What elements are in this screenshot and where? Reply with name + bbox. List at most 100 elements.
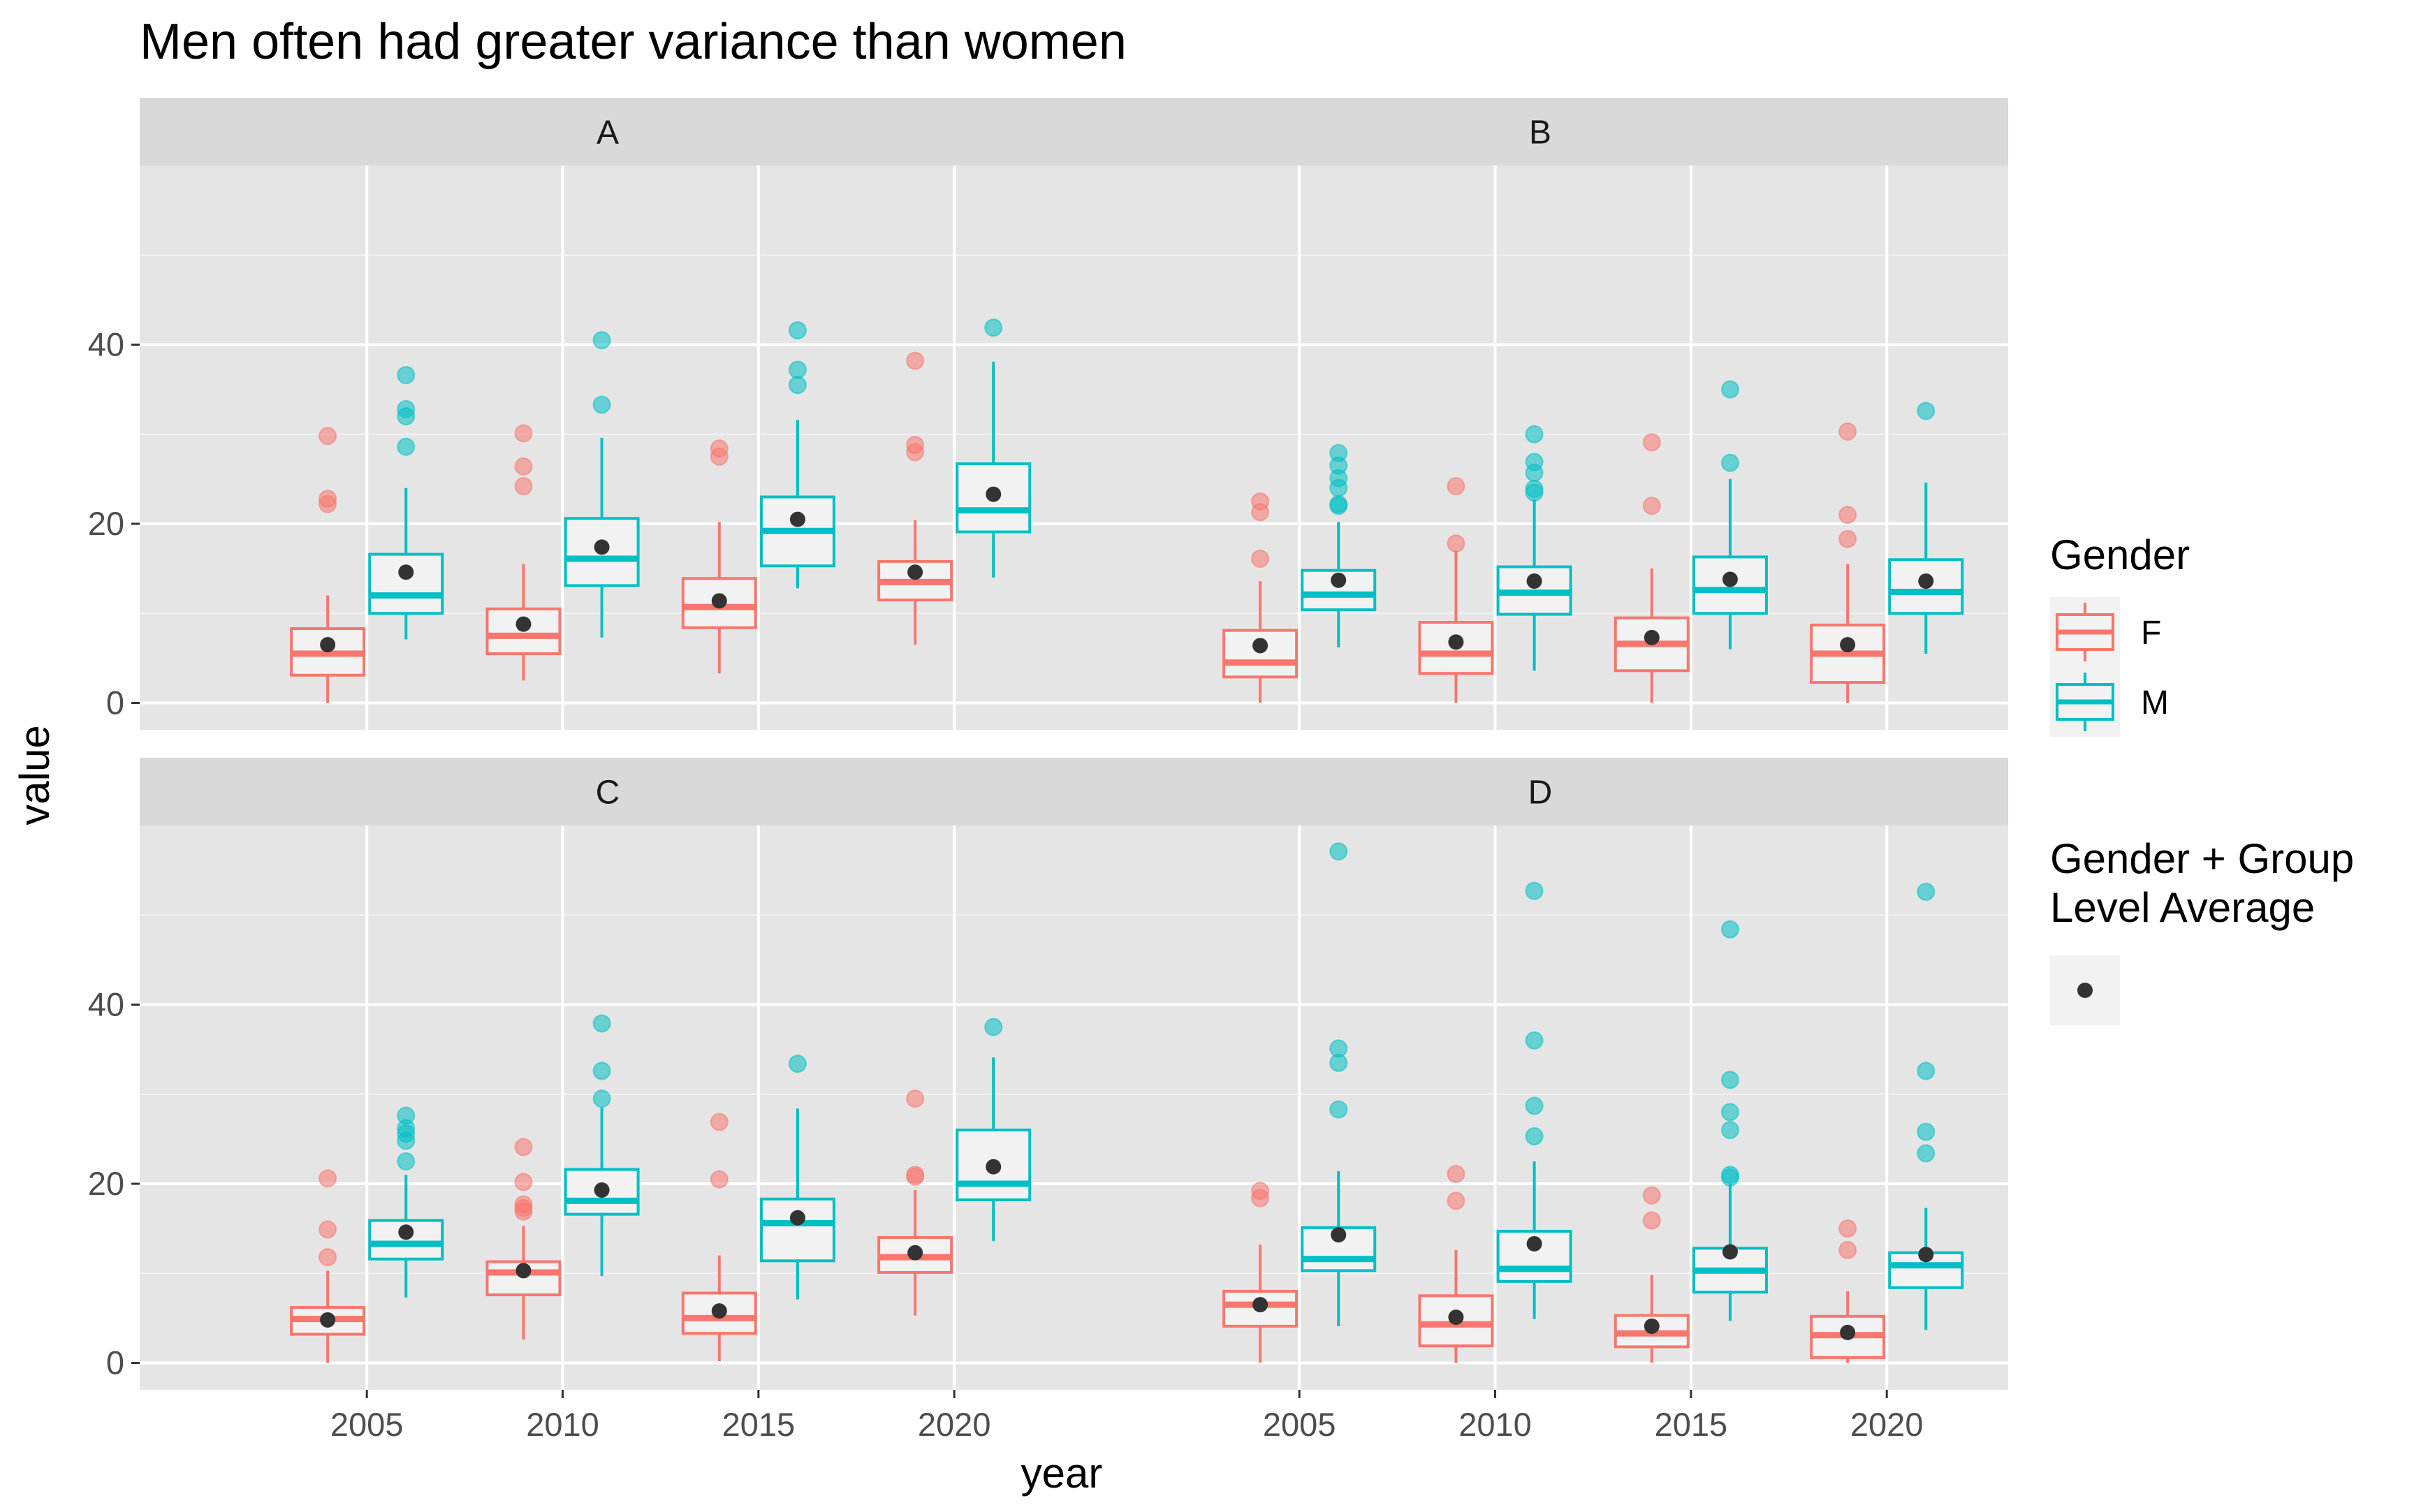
box-F [485, 1138, 562, 1340]
outlier-point [514, 1138, 533, 1157]
box-M [956, 1018, 1032, 1242]
box-M [1301, 842, 1377, 1326]
facet-strip-label: B [1529, 115, 1551, 152]
outlier-point [788, 321, 807, 339]
box-body [1222, 629, 1299, 679]
box-F [1614, 1186, 1690, 1363]
box-F [1222, 492, 1299, 703]
box-M [956, 318, 1032, 578]
outlier-point [1525, 453, 1544, 471]
outlier-point [319, 490, 337, 508]
box-F [1810, 422, 1886, 703]
outlier-point [514, 477, 533, 496]
y-axis-title: value [11, 725, 58, 825]
outlier-point [1917, 1144, 1936, 1163]
outlier-point [984, 318, 1003, 337]
box-M [368, 366, 444, 640]
x-tick-label: 2010 [1458, 1406, 1532, 1443]
x-tick-label: 2015 [1655, 1406, 1728, 1443]
outlier-point [1329, 842, 1348, 861]
outlier-point [397, 1152, 416, 1170]
outlier-point [1251, 1182, 1270, 1201]
outlier-point [397, 366, 416, 385]
box-F [877, 351, 953, 645]
box-M [1301, 443, 1377, 648]
outlier-point [1251, 492, 1270, 511]
outlier-point [1525, 479, 1544, 498]
outlier-point [1838, 506, 1857, 524]
box-F [1418, 1164, 1494, 1363]
outlier-point [1447, 477, 1465, 496]
mean-point [1918, 573, 1934, 589]
outlier-point [592, 395, 611, 414]
facet-strip-B [1072, 98, 2008, 166]
outlier-point [1917, 402, 1936, 420]
legend-average-key-point [2077, 983, 2093, 998]
box-M [564, 331, 640, 638]
mean-point [789, 1210, 805, 1226]
outlier-point [319, 1169, 337, 1188]
legend-key-F: F [2050, 597, 2161, 667]
outlier-point [1838, 1219, 1857, 1238]
box-body [681, 1291, 757, 1335]
box-body [956, 1129, 1032, 1202]
y-tick-label: 0 [106, 684, 124, 721]
outlier-point [1525, 1127, 1544, 1146]
mean-point [1722, 571, 1738, 587]
outlier-point [397, 1106, 416, 1125]
y-tick-label: 0 [106, 1344, 124, 1381]
facet-panel-D: D 2005 2010 2015 2020 [1072, 758, 2008, 1443]
outlier-point [1838, 529, 1857, 548]
box-body [759, 1197, 835, 1263]
legend-gender-title: Gender [2050, 531, 2190, 578]
box-F [681, 439, 757, 674]
box-M [1692, 380, 1768, 649]
facet-strip-A [140, 98, 1076, 166]
outlier-point [788, 1055, 807, 1073]
mean-point [515, 616, 532, 632]
mean-point [1331, 572, 1347, 588]
outlier-point [1917, 882, 1936, 901]
box-body [368, 552, 444, 615]
legend: Gender FM Gender + Group Level Average [2050, 531, 2354, 1025]
box-F [681, 1113, 757, 1361]
outlier-point [1525, 881, 1544, 900]
outlier-point [1917, 1122, 1936, 1141]
outlier-point [1720, 1071, 1739, 1089]
mean-point [1526, 573, 1542, 589]
outlier-point [710, 1113, 729, 1131]
box-F [1222, 1182, 1299, 1363]
outlier-point [397, 399, 416, 418]
y-tick-label: 40 [88, 326, 124, 363]
mean-point [986, 1159, 1002, 1175]
outlier-point [514, 1195, 533, 1214]
box-body [485, 607, 562, 655]
mean-point [1644, 629, 1660, 645]
x-tick-label: 2020 [1850, 1406, 1924, 1443]
outlier-point [1525, 1096, 1544, 1115]
mean-point [515, 1263, 532, 1279]
facet-panel-B: B [1072, 98, 2008, 730]
outlier-point [319, 1248, 337, 1267]
box-F [1810, 1219, 1886, 1363]
mean-point [1448, 1309, 1464, 1326]
outlier-point [1720, 920, 1739, 939]
mean-point [594, 539, 610, 555]
legend-average-key [2050, 955, 2120, 1025]
facet-strip-D [1072, 758, 2008, 825]
outlier-point [592, 1014, 611, 1033]
outlier-point [710, 1170, 729, 1189]
mean-point [594, 1182, 610, 1198]
y-tick-label: 20 [88, 1165, 124, 1202]
outlier-point [1720, 1121, 1739, 1140]
outlier-point [1329, 443, 1348, 462]
mean-point [1526, 1235, 1542, 1252]
outlier-point [906, 1166, 925, 1184]
outlier-point [1525, 1031, 1544, 1050]
mean-point [986, 486, 1002, 502]
outlier-point [906, 351, 925, 370]
outlier-point [1329, 494, 1348, 513]
outlier-point [319, 427, 337, 446]
facet-strip-label: A [597, 115, 619, 152]
